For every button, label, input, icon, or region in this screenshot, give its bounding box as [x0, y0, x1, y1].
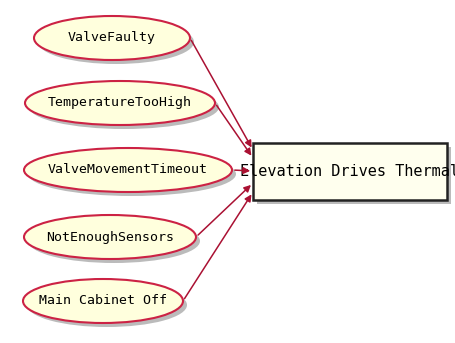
- Ellipse shape: [34, 16, 190, 60]
- Ellipse shape: [28, 152, 236, 196]
- Ellipse shape: [24, 215, 196, 259]
- Ellipse shape: [29, 85, 218, 129]
- FancyBboxPatch shape: [257, 147, 450, 204]
- Text: ValveFaulty: ValveFaulty: [68, 32, 156, 45]
- Text: Main Cabinet Off: Main Cabinet Off: [39, 295, 167, 308]
- Text: TemperatureTooHigh: TemperatureTooHigh: [48, 96, 192, 109]
- Ellipse shape: [28, 219, 200, 263]
- Ellipse shape: [27, 283, 187, 327]
- Text: ValveMovementTimeout: ValveMovementTimeout: [48, 164, 207, 177]
- Ellipse shape: [25, 81, 214, 125]
- Text: NotEnoughSensors: NotEnoughSensors: [46, 230, 174, 244]
- Ellipse shape: [24, 148, 232, 192]
- Ellipse shape: [23, 279, 182, 323]
- FancyBboxPatch shape: [253, 143, 446, 200]
- Ellipse shape: [38, 20, 193, 64]
- Text: Elevation Drives Thermal: Elevation Drives Thermal: [240, 164, 455, 179]
